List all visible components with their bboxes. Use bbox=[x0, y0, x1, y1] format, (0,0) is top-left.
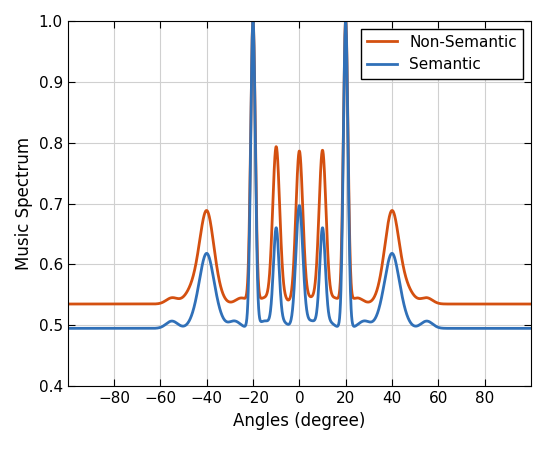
Semantic bbox=[64, 326, 71, 331]
Line: Non-Semantic: Non-Semantic bbox=[68, 21, 531, 304]
Y-axis label: Music Spectrum: Music Spectrum bbox=[15, 137, 33, 270]
Semantic bbox=[250, 18, 256, 24]
Non-Semantic bbox=[514, 301, 521, 307]
Semantic bbox=[88, 326, 94, 331]
Non-Semantic bbox=[430, 298, 436, 303]
Non-Semantic bbox=[528, 301, 535, 307]
Non-Semantic bbox=[64, 301, 71, 307]
Non-Semantic bbox=[514, 301, 521, 307]
Line: Semantic: Semantic bbox=[68, 21, 531, 329]
Semantic bbox=[290, 299, 296, 305]
Non-Semantic bbox=[88, 301, 94, 307]
Semantic bbox=[528, 326, 535, 331]
Semantic bbox=[277, 296, 284, 302]
X-axis label: Angles (degree): Angles (degree) bbox=[233, 411, 365, 430]
Non-Semantic bbox=[277, 235, 284, 241]
Legend: Non-Semantic, Semantic: Non-Semantic, Semantic bbox=[360, 29, 524, 79]
Semantic bbox=[514, 326, 521, 331]
Non-Semantic bbox=[250, 18, 256, 24]
Semantic bbox=[430, 321, 436, 327]
Non-Semantic bbox=[290, 269, 296, 274]
Semantic bbox=[514, 326, 521, 331]
